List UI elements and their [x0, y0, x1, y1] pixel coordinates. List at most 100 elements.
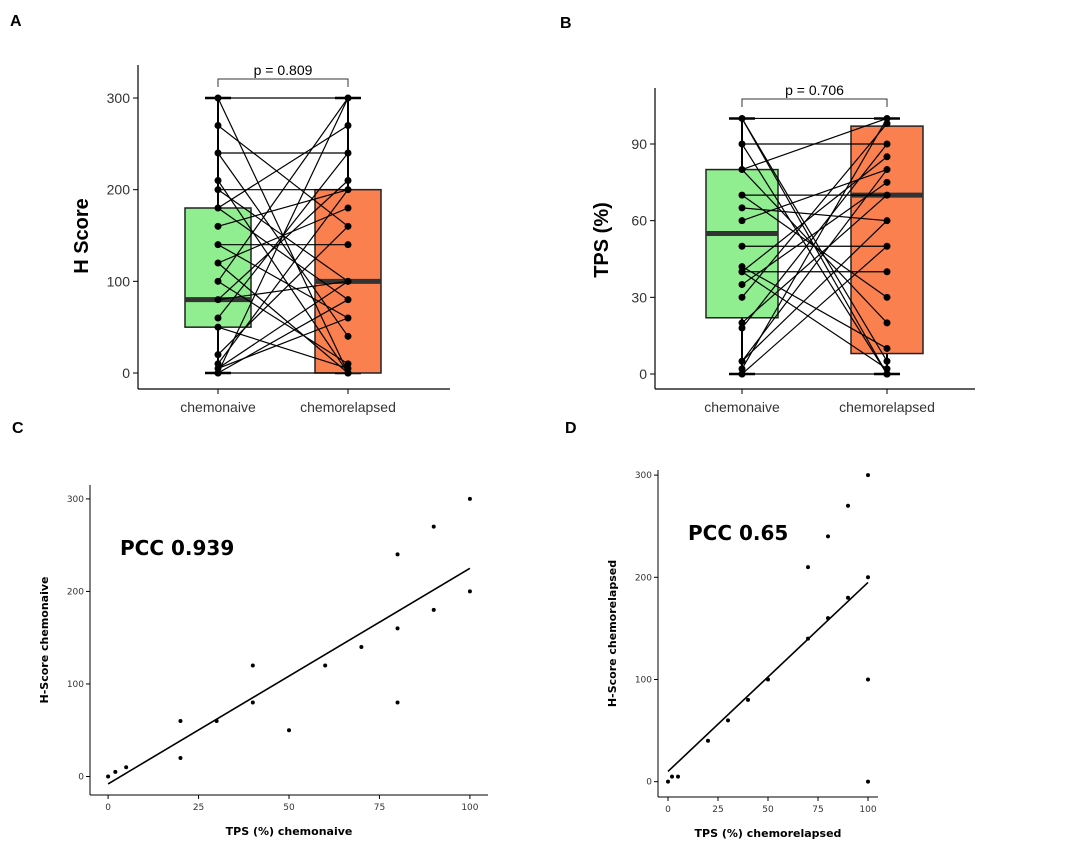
- panel-b-point-chemonaive: [738, 357, 746, 365]
- panel-b-point-chemonaive: [738, 319, 746, 327]
- panel-b-significance-bracket: [741, 98, 888, 107]
- panel-b-pair-line: [741, 194, 888, 324]
- panel-a-point-chemonaive: [214, 314, 222, 322]
- panel-b-pair-line: [741, 123, 888, 298]
- panel-d-x-tick-label: 0: [665, 805, 671, 815]
- panel-b-y-tick-label: 60: [631, 213, 647, 229]
- panel-a-point-chemonaive: [214, 369, 222, 377]
- panel-d-y-tick-label: 100: [635, 675, 652, 685]
- panel-b-point-chemorelapsed: [883, 293, 891, 301]
- panel-a-point-chemonaive: [214, 277, 222, 285]
- panel-c-scatter-point: [395, 700, 400, 705]
- panel-d-x-axis-title: TPS (%) chemorelapsed: [695, 827, 842, 840]
- panel-b-point-chemonaive: [738, 114, 746, 122]
- panel-c-y-tick-label: 0: [78, 772, 84, 782]
- panel-b-point-chemorelapsed: [883, 319, 891, 327]
- panel-b-point-chemorelapsed: [883, 344, 891, 352]
- panel-a-pair-line: [217, 225, 349, 356]
- panel-c-scatter-point: [467, 496, 472, 501]
- panel-c-scatter-point: [106, 774, 111, 779]
- panel-c-scatter-point: [178, 755, 183, 760]
- panel-d-y-tick-label: 200: [635, 573, 652, 583]
- panel-a-pair-line: [217, 125, 349, 227]
- panel-a-point-chemonaive: [214, 323, 222, 331]
- panel-b-y-tick-label: 90: [631, 136, 647, 152]
- panel-c-x-tick-label: 50: [283, 803, 295, 813]
- panel-b-point-chemonaive: [738, 140, 746, 148]
- panel-b-boxplot: 0 30 60 90 chemonaive chemorelapsed TPS (%) p =…: [591, 82, 975, 415]
- panel-c-scatter-point: [214, 718, 219, 723]
- panel-a-point-chemorelapsed: [344, 204, 352, 212]
- panel-b-point-chemonaive: [738, 242, 746, 250]
- panel-b-y-tick-label: 30: [631, 289, 647, 305]
- panel-a-pair-line: [217, 97, 349, 282]
- panel-a-point-chemonaive: [214, 177, 222, 184]
- panel-c-x-axis-title: TPS (%) chemonaive: [226, 825, 353, 838]
- panel-d-scatter-point: [866, 779, 870, 784]
- panel-b-point-chemorelapsed: [883, 217, 891, 225]
- panel-c-x-tick-label: 75: [374, 803, 385, 813]
- panel-a-y-tick-label: 200: [107, 182, 131, 198]
- panel-c-scatter-point: [178, 718, 183, 723]
- panel-b-point-chemorelapsed: [883, 114, 891, 122]
- panel-b-point-chemorelapsed: [883, 268, 891, 276]
- panel-d-scatter-point: [826, 616, 830, 621]
- panel-d-scatter-point: [866, 473, 870, 478]
- panel-b-point-chemonaive: [738, 263, 746, 271]
- panel-a-pair-line: [217, 180, 349, 301]
- panel-d-x-tick-label: 75: [812, 805, 823, 815]
- panel-d-scatter-point: [706, 738, 710, 743]
- panel-d-x-tick-label: 100: [859, 805, 876, 815]
- panel-c-x-tick-label: 25: [193, 803, 204, 813]
- panel-d-scatter: 0 100 200 300 0 25 50 75 100 TPS (%) chemorelapse…: [606, 470, 878, 840]
- panel-d-pcc-annotation: PCC 0.65: [688, 521, 788, 545]
- panel-b-pair-line: [741, 169, 888, 362]
- panel-a-point-chemorelapsed: [344, 314, 352, 322]
- panel-c-y-tick-label: 300: [67, 495, 84, 505]
- panel-d-scatter-point: [726, 718, 730, 723]
- panel-c-scatter-point: [323, 663, 328, 668]
- panel-c-scatter-point: [395, 626, 400, 631]
- panel-c-y-axis-title: H-Score chemonaive: [38, 577, 51, 704]
- panel-d-scatter-point: [766, 677, 770, 682]
- panel-b-point-chemorelapsed: [883, 166, 891, 174]
- panel-b-pair-line: [741, 143, 888, 329]
- panel-b-pair-line: [741, 266, 888, 349]
- panel-b-point-chemonaive: [738, 370, 746, 378]
- panel-label-d: D: [565, 420, 577, 437]
- panel-c-pcc-annotation: PCC 0.939: [120, 536, 234, 560]
- panel-b-pair-line: [741, 117, 888, 171]
- panel-b-pair-line: [741, 245, 888, 375]
- panel-b-point-chemorelapsed: [883, 365, 891, 373]
- panel-a-p-value: p = 0.809: [254, 62, 313, 78]
- panel-c-scatter: 0 100 200 300 0 25 50 75 100 TPS (%) chemonaive H-…: [38, 485, 488, 838]
- panel-a-y-tick-label: 0: [122, 365, 130, 381]
- panel-b-y-tick-label: 0: [639, 366, 647, 382]
- panel-d-y-axis-title: H-Score chemorelapsed: [606, 560, 619, 707]
- panel-b-pair-line: [741, 156, 888, 273]
- panel-d-x-tick-label: 25: [712, 805, 723, 815]
- panel-a-point-chemorelapsed: [344, 186, 352, 194]
- panel-d-x-tick-label: 50: [762, 805, 774, 815]
- panel-a-pair-line: [217, 280, 349, 369]
- panel-b-p-value: p = 0.706: [785, 82, 844, 98]
- panel-b-point-chemonaive: [738, 268, 746, 276]
- panel-b-point-chemorelapsed: [883, 357, 891, 365]
- panel-c-y-tick-label: 100: [67, 680, 84, 690]
- panel-a-pair-line: [217, 299, 349, 374]
- panel-a-pair-line: [217, 262, 349, 374]
- panel-a-point-chemonaive: [214, 296, 222, 304]
- panel-d-scatter-point: [670, 774, 674, 779]
- panel-d-scatter-point: [806, 636, 810, 641]
- panel-b-point-chemonaive: [738, 204, 746, 212]
- panel-a-point-chemorelapsed: [344, 222, 352, 230]
- panel-b-point-chemonaive: [738, 281, 746, 289]
- panel-label-a: A: [10, 13, 22, 30]
- panel-b-point-chemonaive: [738, 191, 746, 199]
- panel-b-pair-line: [741, 271, 888, 370]
- panel-a-point-chemorelapsed: [344, 332, 352, 340]
- panel-c-scatter-point: [287, 728, 291, 733]
- panel-d-scatter-point: [846, 503, 850, 508]
- panel-a-y-tick-label: 300: [107, 90, 131, 106]
- panel-a-y-tick-label: 100: [107, 273, 131, 289]
